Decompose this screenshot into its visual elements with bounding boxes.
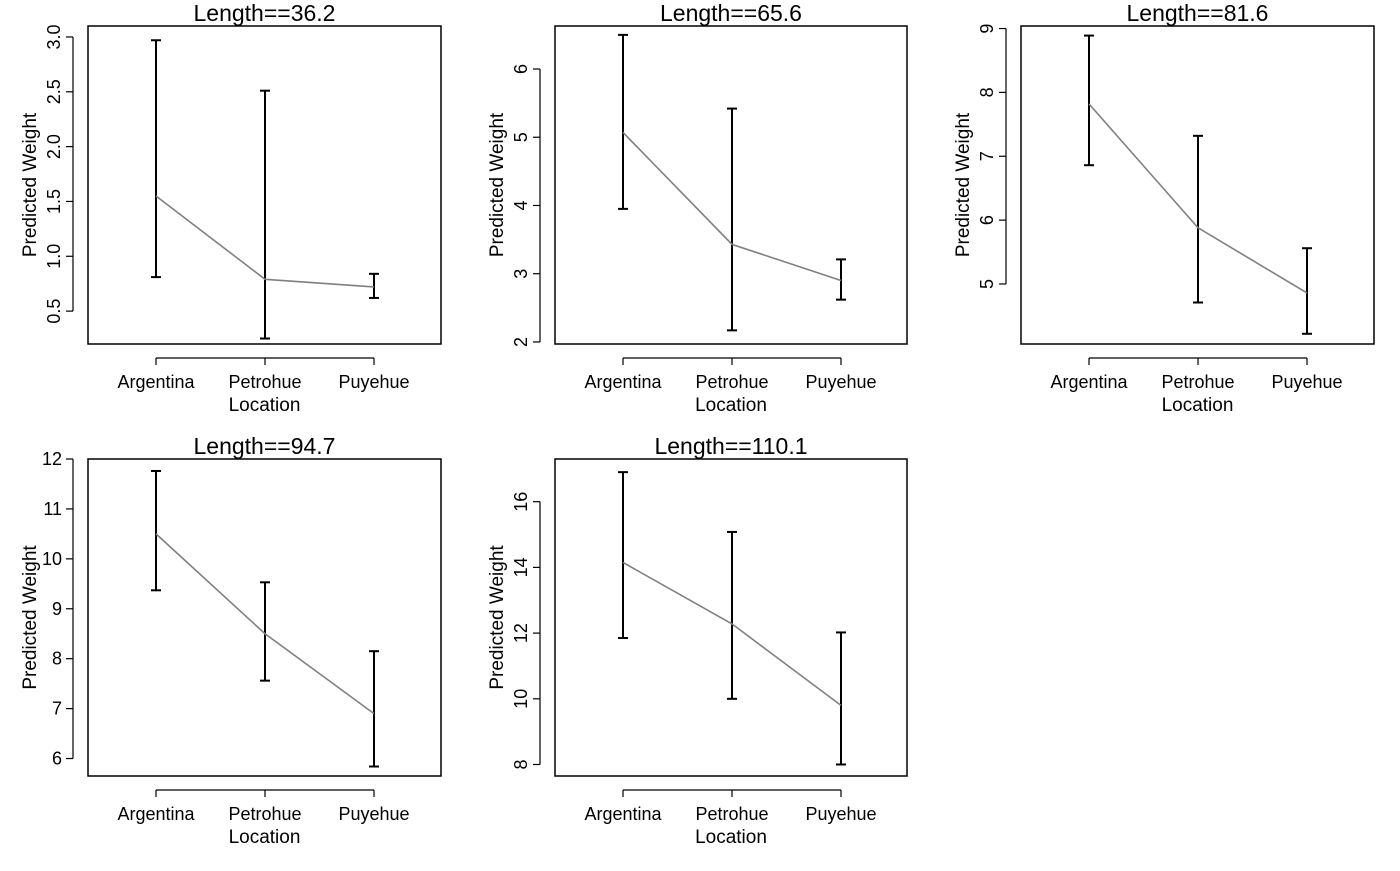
y-tick-label: 3.0	[44, 24, 64, 49]
y-tick-label: 6	[52, 749, 62, 769]
plot-frame	[1020, 25, 1375, 345]
series-line	[155, 195, 375, 288]
series-line	[622, 131, 842, 282]
x-tick-label: Puyehue	[805, 804, 876, 824]
x-axis-label: Location	[695, 827, 767, 848]
y-tick-label: 16	[511, 492, 531, 512]
x-tick-label: Argentina	[584, 804, 662, 824]
x-tick-label: Puyehue	[338, 372, 409, 392]
x-tick-label: Petrohue	[695, 372, 768, 392]
chart-title: Length==65.6	[660, 0, 802, 26]
y-tick-label: 6	[511, 64, 531, 74]
y-tick-label: 7	[977, 151, 997, 161]
chart-title: Length==36.2	[194, 0, 336, 26]
x-tick-label: Argentina	[1050, 372, 1128, 392]
chart-panel-1: Length==36.2 Argentina Petrohue Puyehue Loca…	[20, 0, 442, 416]
y-tick-label: 2	[511, 337, 531, 347]
y-tick-label: 2.0	[44, 134, 64, 159]
chart-title: Length==94.7	[194, 433, 336, 459]
chart-panel-2: Length==65.6 Argentina Petrohue Puyehue Loca…	[487, 0, 908, 416]
chart-panel-5: Length==110.1 Argentina Petrohue Puyehue Loc…	[487, 433, 908, 848]
y-tick-label: 10	[42, 549, 62, 569]
y-tick-label: 0.5	[44, 299, 64, 324]
y-tick-label: 12	[511, 623, 531, 643]
x-tick-label: Argentina	[117, 372, 195, 392]
y-axis-label: Predicted Weight	[487, 112, 508, 257]
chart-panel-3: Length==81.6 Argentina Petrohue Puyehue Loca…	[953, 0, 1375, 416]
x-tick-label: Petrohue	[1161, 372, 1234, 392]
plot-frame	[87, 458, 442, 777]
plot-frame	[87, 25, 442, 345]
y-tick-label: 6	[977, 215, 997, 225]
y-tick-label: 12	[42, 449, 62, 469]
x-tick-label: Puyehue	[1271, 372, 1342, 392]
y-tick-label: 9	[977, 24, 997, 34]
x-axis-label: Location	[1162, 395, 1234, 416]
chart-panel-4: Length==94.7 Argentina Petrohue Puyehue Loca…	[20, 433, 442, 848]
series-line	[622, 561, 842, 707]
y-axis-label: Predicted Weight	[953, 112, 974, 257]
x-tick-label: Puyehue	[338, 804, 409, 824]
y-axis-label: Predicted Weight	[20, 112, 41, 257]
y-tick-label: 1.0	[44, 244, 64, 269]
y-tick-label: 3	[511, 269, 531, 279]
x-axis-label: Location	[229, 827, 301, 848]
y-tick-label: 5	[977, 279, 997, 289]
x-tick-label: Argentina	[584, 372, 662, 392]
chart-title: Length==110.1	[654, 433, 807, 459]
x-tick-label: Puyehue	[805, 372, 876, 392]
y-tick-label: 1.5	[44, 189, 64, 214]
x-tick-label: Petrohue	[228, 804, 301, 824]
x-tick-label: Petrohue	[695, 804, 768, 824]
y-axis-label: Predicted Weight	[20, 545, 41, 690]
y-tick-label: 4	[511, 200, 531, 210]
x-axis-label: Location	[229, 395, 301, 416]
y-tick-label: 10	[511, 689, 531, 709]
y-tick-label: 8	[977, 87, 997, 97]
plot-frame	[554, 25, 908, 345]
series-line	[1088, 103, 1308, 294]
chart-title: Length==81.6	[1127, 0, 1269, 26]
series-line	[155, 533, 375, 715]
y-tick-label: 8	[511, 759, 531, 769]
x-axis-label: Location	[695, 395, 767, 416]
x-tick-label: Petrohue	[228, 372, 301, 392]
x-tick-label: Argentina	[117, 804, 195, 824]
y-tick-label: 2.5	[44, 79, 64, 104]
plot-frame	[554, 458, 908, 777]
y-tick-label: 7	[52, 699, 62, 719]
y-tick-label: 11	[43, 499, 62, 519]
y-tick-label: 14	[511, 557, 531, 577]
y-tick-label: 9	[52, 599, 62, 619]
y-tick-label: 5	[511, 132, 531, 142]
y-axis-label: Predicted Weight	[487, 545, 508, 690]
y-tick-label: 8	[52, 649, 62, 669]
